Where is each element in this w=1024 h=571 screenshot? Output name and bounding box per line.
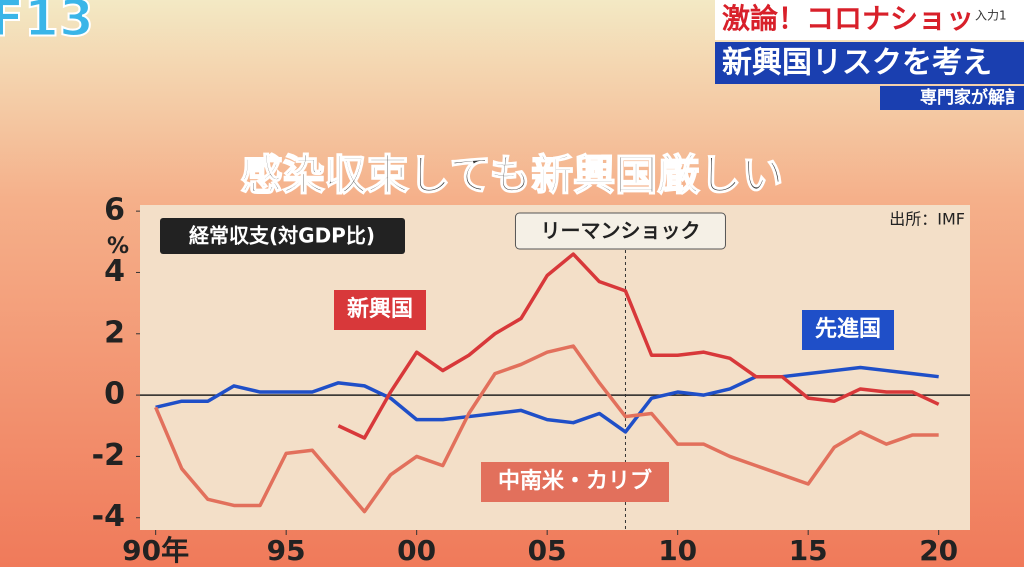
annotation-bg — [514, 212, 726, 250]
y-label: 経常収支(対GDP比) — [189, 224, 375, 248]
x-tick-label: 05 — [528, 534, 567, 567]
x-tick-label: 15 — [789, 534, 828, 567]
x-tick-label: 20 — [919, 534, 958, 567]
banner-top: 激論！コロナショッ — [722, 2, 974, 35]
y-tick-label: -4 — [92, 499, 125, 534]
y-tick-label: 4 — [104, 254, 125, 289]
x-tick-label: 10 — [658, 534, 697, 567]
chart-title: 感染収束しても新興国厳しい — [241, 151, 784, 200]
banner-sub-bg — [880, 86, 1024, 110]
y-unit: % — [107, 234, 129, 259]
channel-logo: F13 — [0, 0, 94, 48]
source: 出所：IMF — [889, 210, 965, 229]
y-tick-label: -2 — [92, 438, 125, 473]
x-tick-label: 90年 — [122, 534, 189, 567]
series-line — [154, 344, 939, 514]
legend-label: 先進国 — [815, 317, 881, 342]
y-tick-label: 6 — [104, 193, 125, 228]
legend-box — [802, 310, 894, 350]
legend-box — [334, 290, 426, 330]
y-tick-label: 0 — [104, 377, 125, 412]
banner-top-bg — [715, 0, 1024, 40]
legend-label: 新興国 — [347, 296, 413, 322]
x-tick-label: 95 — [267, 534, 306, 567]
legend-box — [481, 462, 669, 502]
input-label: 入力1 — [975, 9, 1007, 23]
x-tick-label: 00 — [397, 534, 436, 567]
y-label-bg — [160, 218, 405, 254]
y-tick-label: 2 — [104, 315, 125, 350]
series-line — [155, 365, 939, 434]
series-line — [337, 252, 940, 440]
banner-sub: 専門家が解訁 — [920, 87, 1022, 108]
annotation: リーマンショック — [540, 219, 700, 243]
banner-main-bg — [715, 42, 1024, 84]
legend-label: 中南米・カリブ — [498, 468, 652, 494]
banner-main: 新興国リスクを考え — [722, 46, 992, 81]
